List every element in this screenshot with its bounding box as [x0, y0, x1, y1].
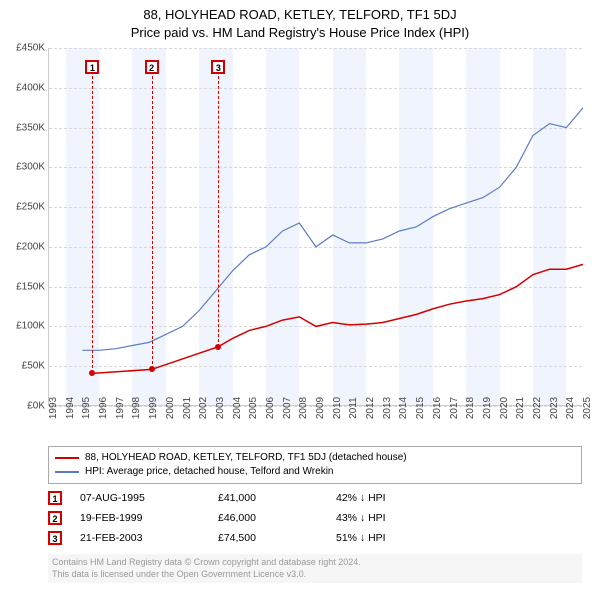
chart-marker-box: 1	[85, 60, 99, 74]
x-axis-tick-label: 2001	[182, 397, 193, 419]
transaction-date: 19-FEB-1999	[80, 512, 200, 524]
legend-row: 88, HOLYHEAD ROAD, KETLEY, TELFORD, TF1 …	[55, 451, 575, 465]
chart-marker-box: 2	[145, 60, 159, 74]
x-axis-tick-label: 2012	[365, 397, 376, 419]
x-axis-tick-label: 2019	[482, 397, 493, 419]
y-axis-tick-label: £200K	[16, 241, 49, 252]
x-axis-tick-label: 2000	[165, 397, 176, 419]
transaction-price: £74,500	[218, 532, 318, 544]
transaction-marker-icon: 1	[48, 491, 62, 505]
footer-line: This data is licensed under the Open Gov…	[52, 569, 578, 581]
legend-label: 88, HOLYHEAD ROAD, KETLEY, TELFORD, TF1 …	[85, 451, 407, 465]
x-axis-tick-label: 1996	[98, 397, 109, 419]
table-row: 1 07-AUG-1995 £41,000 42% ↓ HPI	[48, 488, 582, 508]
legend-swatch	[55, 471, 79, 473]
y-axis-tick-label: £100K	[16, 321, 49, 332]
chart-footer: Contains HM Land Registry data © Crown c…	[48, 554, 582, 583]
x-axis-tick-label: 2009	[315, 397, 326, 419]
transaction-delta: 51% ↓ HPI	[336, 532, 436, 544]
chart-title-line1: 88, HOLYHEAD ROAD, KETLEY, TELFORD, TF1 …	[0, 6, 600, 24]
chart-marker-line	[92, 76, 93, 373]
x-axis-tick-label: 1995	[81, 397, 92, 419]
chart-lines-svg	[49, 48, 582, 405]
transactions-table: 1 07-AUG-1995 £41,000 42% ↓ HPI 2 19-FEB…	[48, 488, 582, 548]
page-container: 88, HOLYHEAD ROAD, KETLEY, TELFORD, TF1 …	[0, 0, 600, 590]
x-axis-tick-label: 1993	[48, 397, 59, 419]
x-axis-tick-label: 2020	[499, 397, 510, 419]
y-axis-tick-label: £250K	[16, 202, 49, 213]
x-axis-tick-label: 2008	[298, 397, 309, 419]
y-axis-tick-label: £400K	[16, 82, 49, 93]
y-axis-tick-label: £50K	[22, 361, 49, 372]
chart-marker-box: 3	[211, 60, 225, 74]
y-axis-tick-label: £350K	[16, 122, 49, 133]
x-axis-tick-label: 1999	[148, 397, 159, 419]
chart-marker-dot	[215, 344, 221, 350]
x-axis-tick-label: 2015	[415, 397, 426, 419]
x-axis-tick-label: 2023	[549, 397, 560, 419]
chart-x-axis: 1993199419951996199719981999200020012002…	[48, 406, 582, 446]
chart-marker-dot	[89, 370, 95, 376]
x-axis-tick-label: 1997	[115, 397, 126, 419]
y-axis-tick-label: £0K	[27, 401, 49, 412]
y-axis-tick-label: £300K	[16, 162, 49, 173]
x-axis-tick-label: 2017	[449, 397, 460, 419]
y-axis-tick-label: £450K	[16, 43, 49, 54]
x-axis-tick-label: 2024	[565, 397, 576, 419]
chart-marker-line	[218, 76, 219, 347]
chart-legend: 88, HOLYHEAD ROAD, KETLEY, TELFORD, TF1 …	[48, 446, 582, 484]
chart-plot-area: £0K£50K£100K£150K£200K£250K£300K£350K£40…	[48, 48, 582, 406]
x-axis-tick-label: 2011	[348, 397, 359, 419]
x-axis-tick-label: 2021	[515, 397, 526, 419]
table-row: 2 19-FEB-1999 £46,000 43% ↓ HPI	[48, 508, 582, 528]
x-axis-tick-label: 2010	[332, 397, 343, 419]
chart-marker-dot	[149, 366, 155, 372]
chart-series-hpi	[82, 108, 583, 351]
legend-label: HPI: Average price, detached house, Telf…	[85, 465, 334, 479]
table-row: 3 21-FEB-2003 £74,500 51% ↓ HPI	[48, 528, 582, 548]
legend-row: HPI: Average price, detached house, Telf…	[55, 465, 575, 479]
transaction-date: 21-FEB-2003	[80, 532, 200, 544]
legend-swatch	[55, 457, 79, 459]
chart-series-price_paid	[92, 264, 583, 373]
transaction-delta: 42% ↓ HPI	[336, 492, 436, 504]
y-axis-tick-label: £150K	[16, 281, 49, 292]
x-axis-tick-label: 1998	[131, 397, 142, 419]
x-axis-tick-label: 2018	[465, 397, 476, 419]
x-axis-tick-label: 2003	[215, 397, 226, 419]
transaction-price: £41,000	[218, 492, 318, 504]
transaction-marker-icon: 3	[48, 531, 62, 545]
x-axis-tick-label: 2004	[232, 397, 243, 419]
x-axis-tick-label: 2005	[248, 397, 259, 419]
footer-line: Contains HM Land Registry data © Crown c…	[52, 557, 578, 569]
x-axis-tick-label: 2014	[398, 397, 409, 419]
x-axis-tick-label: 2002	[198, 397, 209, 419]
x-axis-tick-label: 2022	[532, 397, 543, 419]
transaction-delta: 43% ↓ HPI	[336, 512, 436, 524]
transaction-marker-icon: 2	[48, 511, 62, 525]
x-axis-tick-label: 2006	[265, 397, 276, 419]
transaction-date: 07-AUG-1995	[80, 492, 200, 504]
chart-title-line2: Price paid vs. HM Land Registry's House …	[0, 24, 600, 42]
x-axis-tick-label: 2016	[432, 397, 443, 419]
chart-marker-line	[152, 76, 153, 369]
x-axis-tick-label: 1994	[65, 397, 76, 419]
chart-title-block: 88, HOLYHEAD ROAD, KETLEY, TELFORD, TF1 …	[0, 0, 600, 42]
x-axis-tick-label: 2007	[282, 397, 293, 419]
x-axis-tick-label: 2013	[382, 397, 393, 419]
transaction-price: £46,000	[218, 512, 318, 524]
x-axis-tick-label: 2025	[582, 397, 593, 419]
